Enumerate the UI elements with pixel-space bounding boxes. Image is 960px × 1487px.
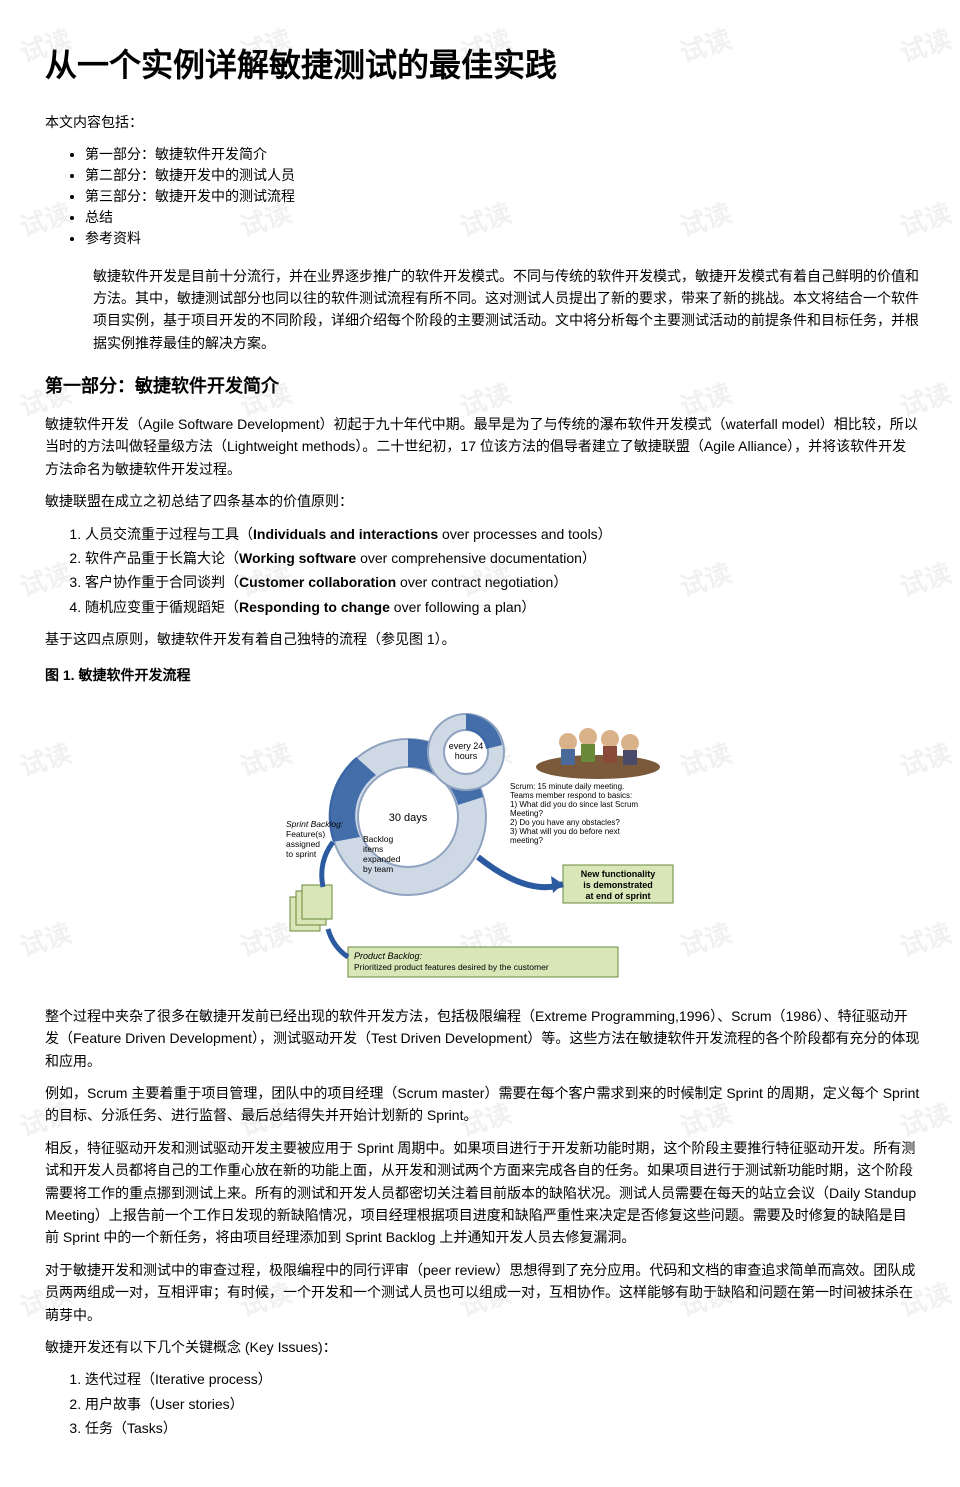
- key-issues-list: 迭代过程（Iterative process） 用户故事（User storie…: [85, 1368, 920, 1439]
- svg-text:Meeting?: Meeting?: [510, 809, 543, 818]
- section-1-p2: 敏捷联盟在成立之初总结了四条基本的价值原则：: [45, 490, 920, 512]
- watermark: 试读: [895, 733, 957, 789]
- watermark: 试读: [15, 193, 77, 249]
- toc-item: 总结: [85, 207, 920, 228]
- svg-text:expanded: expanded: [363, 854, 401, 864]
- key-issue-item: 用户故事（User stories）: [85, 1393, 920, 1415]
- svg-text:Sprint Backlog:: Sprint Backlog:: [286, 819, 344, 829]
- toc-item: 第一部分：敏捷软件开发简介: [85, 144, 920, 165]
- section-1-p5: 例如，Scrum 主要着重于项目管理，团队中的项目经理（Scrum master…: [45, 1082, 920, 1127]
- key-issue-item: 任务（Tasks）: [85, 1417, 920, 1439]
- section-1-p8: 敏捷开发还有以下几个关键概念 (Key Issues)：: [45, 1336, 920, 1358]
- principle-item: 客户协作重于合同谈判（Customer collaboration over c…: [85, 571, 920, 593]
- team-illustration: [536, 728, 660, 779]
- toc-intro: 本文内容包括：: [45, 111, 920, 133]
- toc-list: 第一部分：敏捷软件开发简介 第二部分：敏捷开发中的测试人员 第三部分：敏捷开发中…: [85, 144, 920, 249]
- key-issue-item: 迭代过程（Iterative process）: [85, 1368, 920, 1390]
- watermark: 试读: [15, 553, 77, 609]
- svg-text:2) Do you have any obstacles?: 2) Do you have any obstacles?: [510, 818, 620, 827]
- section-1-heading: 第一部分：敏捷软件开发简介: [45, 372, 920, 401]
- svg-text:meeting?: meeting?: [510, 836, 543, 845]
- fig-scrum-title: Scrum: 15 minute daily meeting.: [510, 782, 624, 791]
- svg-text:3) What will you do before nex: 3) What will you do before next: [510, 827, 621, 836]
- svg-text:is demonstrated: is demonstrated: [583, 880, 653, 890]
- toc-item: 第二部分：敏捷开发中的测试人员: [85, 165, 920, 186]
- section-1-p6: 相反，特征驱动开发和测试驱动开发主要被应用于 Sprint 周期中。如果项目进行…: [45, 1137, 920, 1249]
- svg-text:Product Backlog:: Product Backlog:: [354, 951, 423, 961]
- svg-text:items: items: [363, 844, 383, 854]
- principles-list: 人员交流重于过程与工具（Individuals and interactions…: [85, 523, 920, 619]
- section-1-p7: 对于敏捷开发和测试中的审查过程，极限编程中的同行评审（peer review）思…: [45, 1259, 920, 1326]
- svg-text:Backlog: Backlog: [363, 834, 394, 844]
- principle-item: 软件产品重于长篇大论（Working software over compreh…: [85, 547, 920, 569]
- svg-text:1) What did you do since last: 1) What did you do since last Scrum: [510, 800, 638, 809]
- svg-text:assigned: assigned: [286, 839, 320, 849]
- section-1-p1: 敏捷软件开发（Agile Software Development）初起于九十年…: [45, 413, 920, 480]
- page-title: 从一个实例详解敏捷测试的最佳实践: [45, 40, 920, 91]
- figure-1-title: 图 1. 敏捷软件开发流程: [45, 664, 920, 686]
- toc-item: 参考资料: [85, 228, 920, 249]
- watermark: 试读: [15, 913, 77, 969]
- svg-text:at end of sprint: at end of sprint: [585, 891, 650, 901]
- section-1-p3: 基于这四点原则，敏捷软件开发有着自己独特的流程（参见图 1）。: [45, 628, 920, 650]
- svg-text:Feature(s): Feature(s): [286, 829, 325, 839]
- principle-item: 人员交流重于过程与工具（Individuals and interactions…: [85, 523, 920, 545]
- figure-1-diagram: 30 days every 24 hours Scrum: 15 minute …: [278, 697, 688, 987]
- watermark: 试读: [15, 733, 77, 789]
- svg-text:New functionality: New functionality: [580, 869, 655, 879]
- fig-every24-label-l2: hours: [454, 751, 477, 761]
- section-1-p4: 整个过程中夹杂了很多在敏捷开发前已经出现的软件开发方法，包括极限编程（Extre…: [45, 1005, 920, 1072]
- svg-text:Prioritized product features d: Prioritized product features desired by …: [354, 962, 549, 972]
- svg-text:Teams member respond to basics: Teams member respond to basics:: [510, 791, 632, 800]
- svg-text:by team: by team: [363, 864, 393, 874]
- svg-text:to sprint: to sprint: [286, 849, 317, 859]
- fig-every24-label-l1: every 24: [448, 741, 483, 751]
- intro-paragraph: 敏捷软件开发是目前十分流行，并在业界逐步推广的软件开发模式。不同与传统的软件开发…: [93, 265, 920, 355]
- watermark: 试读: [895, 913, 957, 969]
- toc-item: 第三部分：敏捷开发中的测试流程: [85, 186, 920, 207]
- fig-30days-label: 30 days: [388, 812, 427, 824]
- principle-item: 随机应变重于循规蹈矩（Responding to change over fol…: [85, 596, 920, 618]
